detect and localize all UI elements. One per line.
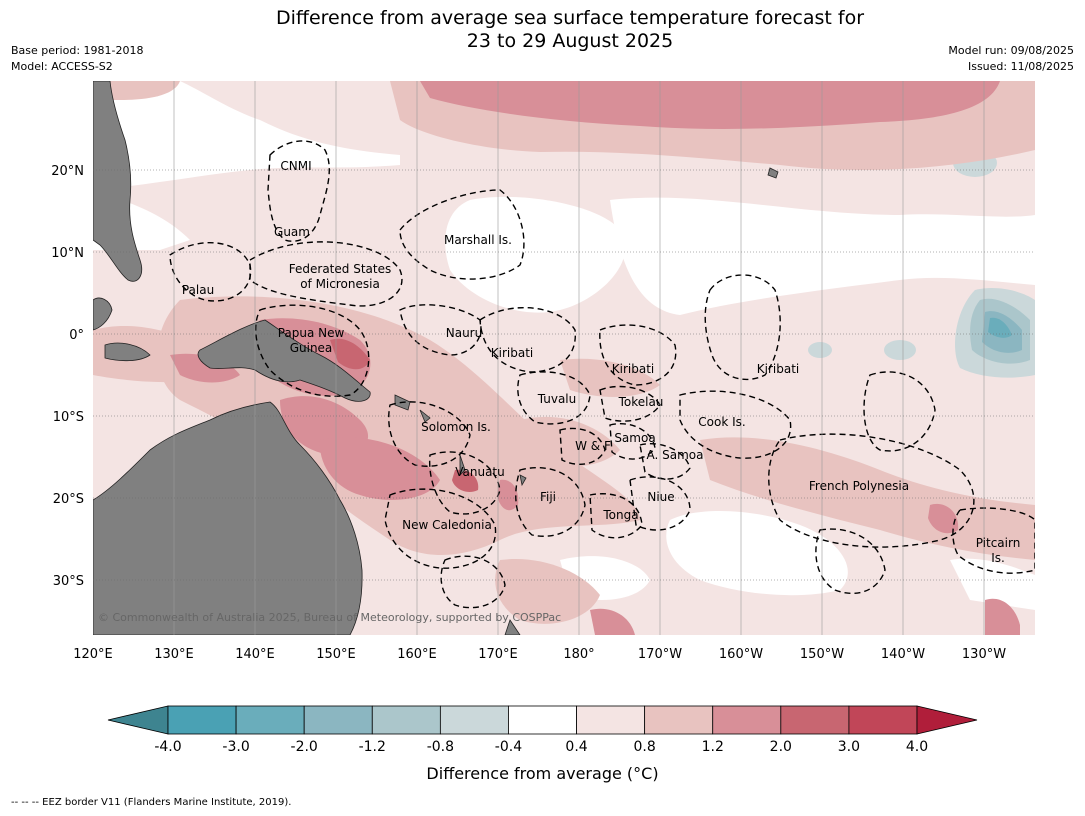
region-label: Pitcairn [976,536,1021,550]
colorbar-tick-label: -0.4 [495,739,522,755]
meta-right: Model run: 09/08/2025 Issued: 11/08/2025 [948,43,1074,75]
region-label: Cook Is. [698,415,745,429]
region-label: Is. [991,551,1005,565]
colorbar-tick-label: 2.0 [770,739,792,755]
eez-borders [169,140,1035,609]
colorbar-arrow-low [107,705,169,735]
region-label: Federated States [289,262,391,276]
colorbar-arrow-high [916,705,978,735]
colorbar-swatch [848,705,918,735]
colorbar-tick-label: 4.0 [906,739,928,755]
colorbar-swatch [371,705,441,735]
region-label: Guam [274,225,310,239]
region-label: Nauru [446,326,482,340]
lon-tick-label: 120°E [73,647,113,662]
region-label: Niue [647,490,674,504]
colorbar-swatch [508,705,577,735]
region-label: Kiribati [491,346,533,360]
region-label: Palau [182,283,214,297]
model-text: Model: ACCESS-S2 [11,60,113,73]
region-label: Marshall Is. [444,233,512,247]
lon-tick-label: 170°W [638,647,682,662]
graticule [93,81,1035,635]
region-label: Fiji [540,490,556,504]
region-label: New Caledonia [402,518,492,532]
region-label: Tuvalu [537,392,577,406]
lon-tick-label: 170°E [478,647,518,662]
lon-tick-label: 150°W [800,647,844,662]
lat-tick-label: 20°S [53,492,84,507]
region-label: Vanuatu [455,465,505,479]
meta-left: Base period: 1981-2018 Model: ACCESS-S2 [11,43,143,75]
page-title: Difference from average sea surface temp… [0,7,1085,53]
lon-tick-label: 160°E [397,647,437,662]
axis-ticks: 120°E 130°E 140°E 150°E 160°E 170°E 180° 170°W 1… [51,164,1006,662]
issued-text: Issued: 11/08/2025 [967,60,1074,73]
copyright-text: © Commonwealth of Australia 2025, Bureau… [98,611,561,624]
colorbar-swatch [167,705,237,735]
region-label: Kiribati [612,362,654,376]
lat-tick-label: 10°N [51,246,84,261]
lat-tick-label: 0° [69,328,84,343]
region-label: CNMI [280,159,311,173]
colorbar-tick-label: -2.0 [291,739,318,755]
region-label: Papua New [278,326,345,340]
region-label: French Polynesia [809,479,909,493]
colorbar-swatch [303,705,373,735]
footer-note: -- -- -- EEZ border V11 (Flanders Marine… [11,797,292,808]
lon-tick-label: 130°W [962,647,1006,662]
colorbar-tick-label: 0.4 [565,739,587,755]
colorbar: -4.0 -3.0 -2.0 -1.2 -0.8 -0.4 0.4 0.8 1.2 2.0 3.0 4… [107,705,978,755]
colorbar-swatch [235,705,305,735]
negative-anomaly-areas [808,149,1035,378]
lon-tick-label: 140°W [881,647,925,662]
lon-tick-label: 150°E [316,647,356,662]
positive-anomaly-areas [93,81,1035,635]
colorbar-swatch [644,705,714,735]
colorbar-swatch [576,705,646,735]
region-labels: CNMI Guam Marshall Is. Palau Federated State… [182,159,1020,565]
land-masses [93,81,779,635]
region-label: A. Samoa [647,448,704,462]
colorbar-tick-label: 3.0 [838,739,860,755]
colorbar-tick-label: 0.8 [634,739,656,755]
region-label: Guinea [290,341,333,355]
title-line-1: Difference from average sea surface temp… [275,7,865,29]
lon-tick-label: 180° [563,647,594,662]
colorbar-swatch [780,705,850,735]
model-run-text: Model run: 09/08/2025 [948,44,1074,57]
colorbar-swatch [439,705,509,735]
lat-tick-label: 30°S [53,574,84,589]
colorbar-label: Difference from average (°C) [426,764,659,783]
colorbar-tick-label: -3.0 [222,739,249,755]
base-period-text: Base period: 1981-2018 [11,44,144,57]
region-label: Kiribati [757,362,799,376]
colorbar-tick-label: -4.0 [154,739,181,755]
region-label: Tonga [602,508,638,522]
lon-tick-label: 130°E [154,647,194,662]
lon-tick-label: 140°E [235,647,275,662]
lat-tick-label: 10°S [53,410,84,425]
region-label: Tokelau [618,395,664,409]
title-line-2: 23 to 29 August 2025 [466,30,674,52]
colorbar-swatch [712,705,782,735]
lon-tick-label: 160°W [719,647,763,662]
colorbar-tick-label: 1.2 [702,739,724,755]
sst-map [93,81,1035,635]
region-label: W & F [575,439,611,453]
region-label: Samoa [614,431,655,445]
region-label: Solomon Is. [421,420,491,434]
colorbar-tick-label: -1.2 [359,739,386,755]
lat-tick-label: 20°N [51,164,84,179]
region-label: of Micronesia [300,277,380,291]
colorbar-tick-label: -0.8 [427,739,454,755]
